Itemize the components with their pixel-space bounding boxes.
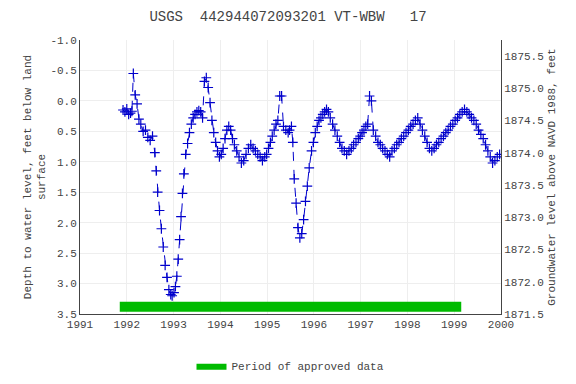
svg-text:1874.0: 1874.0 xyxy=(504,148,544,160)
svg-text:Period of approved data: Period of approved data xyxy=(232,361,384,373)
svg-text:1873.5: 1873.5 xyxy=(504,180,544,192)
svg-text:1875.5: 1875.5 xyxy=(504,51,544,63)
svg-text:Depth to water level, feet bel: Depth to water level, feet below landsur… xyxy=(22,55,48,299)
svg-text:1872.0: 1872.0 xyxy=(504,277,544,289)
svg-text:2000: 2000 xyxy=(488,319,514,331)
svg-text:1996: 1996 xyxy=(301,319,327,331)
svg-text:1872.5: 1872.5 xyxy=(504,244,544,256)
svg-text:1871.5: 1871.5 xyxy=(504,309,544,321)
svg-text:1994: 1994 xyxy=(207,319,234,331)
svg-text:1873.0: 1873.0 xyxy=(504,212,544,224)
svg-text:1875.0: 1875.0 xyxy=(504,83,544,95)
svg-text:1993: 1993 xyxy=(160,319,186,331)
svg-text:1997: 1997 xyxy=(347,319,373,331)
svg-text:0.0: 0.0 xyxy=(57,96,77,108)
svg-text:2.5: 2.5 xyxy=(57,248,77,260)
svg-text:1874.5: 1874.5 xyxy=(504,115,544,127)
svg-text:1999: 1999 xyxy=(441,319,467,331)
svg-text:3.0: 3.0 xyxy=(57,278,77,290)
svg-text:-1.0: -1.0 xyxy=(50,35,76,47)
svg-text:Groundwater level above NAVD 1: Groundwater level above NAVD 1988, feet xyxy=(546,48,558,305)
svg-text:-0.5: -0.5 xyxy=(50,65,76,77)
svg-text:1.5: 1.5 xyxy=(57,187,77,199)
svg-text:1992: 1992 xyxy=(114,319,140,331)
svg-text:1.0: 1.0 xyxy=(57,157,77,169)
svg-text:1995: 1995 xyxy=(254,319,280,331)
svg-text:1991: 1991 xyxy=(67,319,94,331)
svg-text:USGS 442944072093201 VT-WBW: USGS 442944072093201 VT-WBW 17 xyxy=(149,9,426,25)
svg-text:1998: 1998 xyxy=(394,319,420,331)
svg-text:2.0: 2.0 xyxy=(57,218,77,230)
svg-text:3.5: 3.5 xyxy=(57,309,77,321)
svg-text:0.5: 0.5 xyxy=(57,126,77,138)
